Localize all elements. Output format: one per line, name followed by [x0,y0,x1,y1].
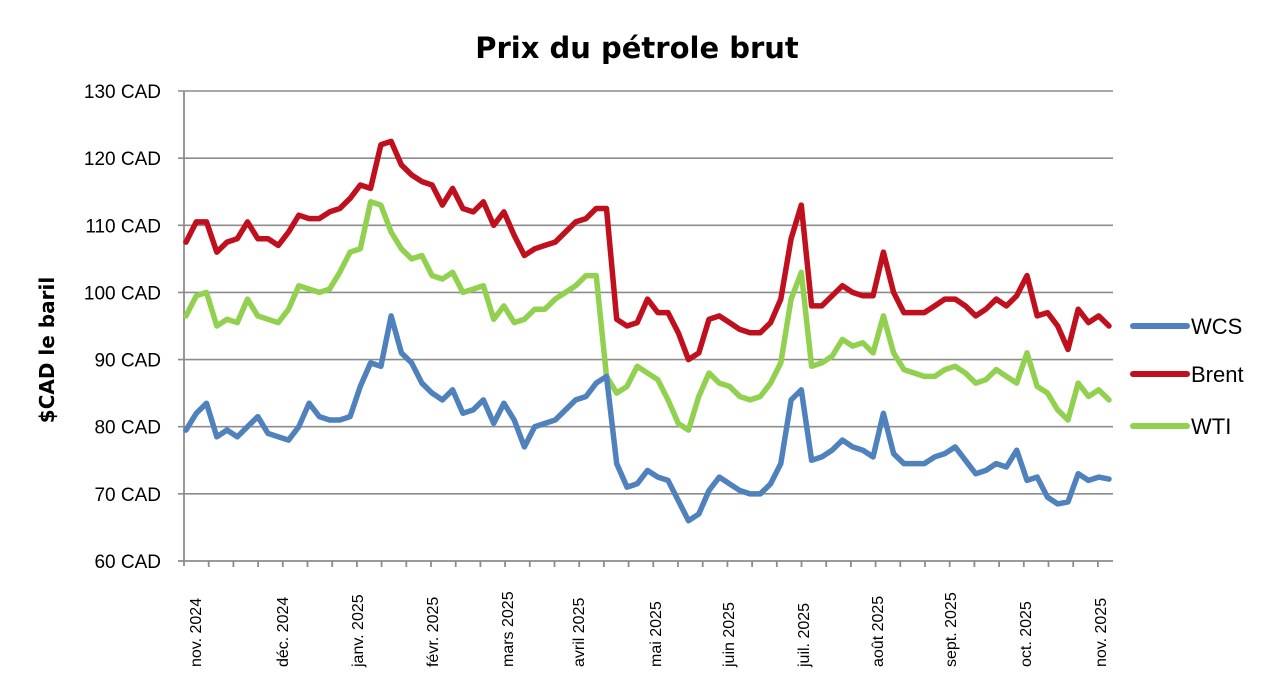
y-tick-label: 90 CAD [94,351,161,372]
x-tick-label: sept. 2025 [943,592,960,667]
series-line-brent [183,138,1112,363]
legend-item-wti: WTI [1130,414,1231,439]
x-tick-label: janv. 2025 [350,594,367,668]
x-tick-label: nov. 2025 [1093,598,1110,667]
x-tick-label: févr. 2025 [425,597,442,667]
x-tick-label: juil. 2025 [796,603,813,668]
y-tick-label: 110 CAD [85,216,161,237]
x-axis-ticks [207,561,1099,567]
legend-label: Brent [1191,362,1244,387]
series-line-wcs [183,313,1112,524]
x-tick-label: déc. 2024 [275,597,292,667]
x-tick-label: nov. 2024 [188,598,205,667]
y-tick-label: 60 CAD [94,552,161,573]
legend-item-wcs: WCS [1130,314,1242,339]
y-axis-label: $CAD le baril [35,277,59,423]
x-tick-label: juin 2025 [721,602,738,668]
y-tick-label: 100 CAD [84,283,161,304]
x-tick-label: mai 2025 [648,601,665,667]
legend-item-brent: Brent [1130,362,1244,387]
y-tick-label: 120 CAD [84,149,161,170]
gridlines [178,90,1113,495]
chart-title: Prix du pétrole brut [475,31,799,65]
legend-label: WTI [1191,414,1231,439]
x-tick-label: mars 2025 [500,591,517,667]
series-lines [183,138,1112,524]
y-tick-label: 80 CAD [94,418,161,439]
y-tick-label: 70 CAD [94,485,161,506]
legend: WCS Brent WTI [1130,314,1244,439]
x-axis-labels: nov. 2024 déc. 2024 janv. 2025 févr. 2025 ma… [188,591,1110,668]
y-tick-label: 130 CAD [84,82,161,103]
x-tick-label: août 2025 [870,596,887,667]
series-line-wti [183,199,1112,433]
x-tick-label: avril 2025 [571,598,588,667]
legend-label: WCS [1191,314,1242,339]
x-tick-label: oct. 2025 [1018,601,1035,667]
y-axis-ticks: 60 CAD 70 CAD 80 CAD 90 CAD 100 CAD 110 CAD 12… [84,82,161,573]
